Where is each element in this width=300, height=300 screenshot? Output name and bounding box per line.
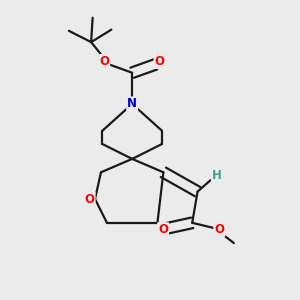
Text: N: N [127,98,137,110]
Text: O: O [214,223,224,236]
Text: O: O [154,55,164,68]
Text: H: H [212,169,222,182]
Text: O: O [158,223,168,236]
Text: O: O [99,55,109,68]
Text: O: O [85,193,95,206]
